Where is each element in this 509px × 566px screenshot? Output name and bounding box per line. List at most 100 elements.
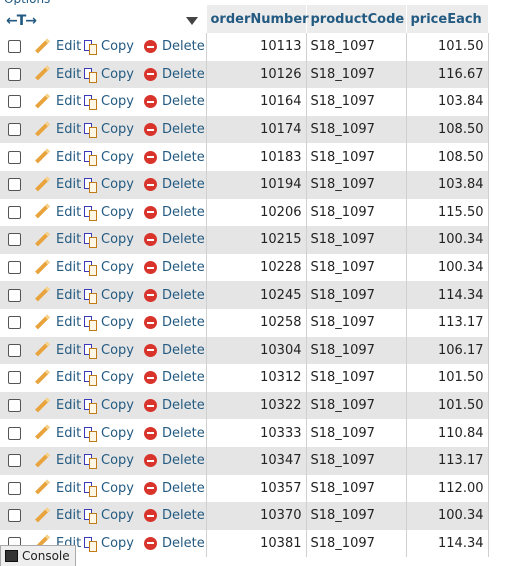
copy-action[interactable]: Copy [80, 60, 140, 89]
delete-action[interactable]: Delete [140, 88, 206, 116]
copy-action[interactable]: Copy [80, 502, 140, 530]
row-checkbox[interactable] [8, 426, 21, 440]
delete-action[interactable]: Delete [140, 364, 206, 392]
row-checkbox[interactable] [8, 288, 21, 302]
copy-action[interactable]: Copy [80, 529, 140, 558]
edit-action[interactable]: Edit [30, 419, 81, 447]
row-checkbox[interactable] [8, 95, 21, 109]
edit-action[interactable]: Edit [30, 33, 81, 61]
pencil-icon [35, 121, 50, 137]
copy-action[interactable]: Copy [80, 419, 140, 447]
delete-action[interactable]: Delete [140, 226, 206, 254]
delete-action[interactable]: Delete [140, 170, 206, 199]
edit-action[interactable]: Edit [30, 308, 81, 337]
column-header-productcode[interactable]: productCode [306, 5, 407, 33]
delete-action[interactable]: Delete [140, 143, 206, 171]
row-checkbox[interactable] [8, 150, 21, 164]
copy-action[interactable]: Copy [80, 226, 140, 254]
sort-dropdown-icon[interactable] [186, 17, 198, 25]
row-checkbox[interactable] [8, 481, 21, 495]
copy-action[interactable]: Copy [80, 474, 140, 503]
column-arrows-icon[interactable]: ←T→ [6, 13, 37, 29]
copy-action[interactable]: Copy [80, 198, 140, 227]
row-checkbox[interactable] [8, 316, 21, 330]
copy-action[interactable]: Copy [80, 88, 140, 116]
options-link[interactable]: Options [4, 0, 50, 6]
copy-action[interactable]: Copy [80, 336, 140, 365]
row-checkbox-cell [0, 253, 30, 282]
edit-action[interactable]: Edit [30, 226, 81, 254]
row-checkbox[interactable] [8, 454, 21, 468]
edit-action[interactable]: Edit [30, 115, 81, 144]
row-checkbox[interactable] [8, 205, 21, 219]
console-button[interactable]: Console [0, 545, 76, 566]
copy-action[interactable]: Copy [80, 33, 140, 61]
row-checkbox[interactable] [8, 40, 21, 54]
pencil-icon [35, 93, 50, 109]
delete-action[interactable]: Delete [140, 336, 206, 365]
row-checkbox[interactable] [8, 233, 21, 247]
row-checkbox[interactable] [8, 399, 21, 413]
delete-action[interactable]: Delete [140, 502, 206, 530]
delete-action[interactable]: Delete [140, 33, 206, 61]
copy-action[interactable]: Copy [80, 115, 140, 144]
edit-action[interactable]: Edit [30, 502, 81, 530]
delete-icon [144, 399, 157, 413]
delete-label: Delete [162, 342, 205, 358]
edit-label: Edit [56, 260, 82, 276]
edit-action[interactable]: Edit [30, 60, 81, 89]
edit-action[interactable]: Edit [30, 281, 81, 309]
row-checkbox[interactable] [8, 178, 21, 192]
delete-label: Delete [162, 453, 205, 469]
copy-action[interactable]: Copy [80, 170, 140, 199]
delete-action[interactable]: Delete [140, 198, 206, 227]
copy-action[interactable]: Copy [80, 143, 140, 171]
cell-priceeach: 101.50 [406, 391, 489, 420]
delete-action[interactable]: Delete [140, 115, 206, 144]
row-checkbox[interactable] [8, 123, 21, 137]
edit-action[interactable]: Edit [30, 88, 81, 116]
edit-action[interactable]: Edit [30, 253, 82, 282]
edit-action[interactable]: Edit [30, 198, 81, 227]
copy-action[interactable]: Copy [80, 364, 140, 392]
cell-ordernumber: 10228 [205, 253, 307, 282]
copy-action[interactable]: Copy [80, 281, 140, 309]
column-header-ordernumber[interactable]: orderNumber [206, 5, 309, 33]
copy-icon [84, 481, 97, 497]
edit-action[interactable]: Edit [30, 143, 81, 171]
copy-action[interactable]: Copy [80, 446, 140, 475]
edit-action[interactable]: Edit [30, 364, 81, 392]
delete-action[interactable]: Delete [140, 446, 206, 475]
cell-priceeach: 114.34 [406, 281, 489, 309]
delete-action[interactable]: Delete [140, 281, 206, 309]
copy-action[interactable]: Copy [80, 391, 140, 420]
edit-action[interactable]: Edit [30, 336, 81, 365]
delete-action[interactable]: Delete [140, 253, 206, 282]
table-row: Edit Copy Delete 10312 S18_1097 101.50 [0, 364, 489, 392]
cell-productcode: S18_1097 [305, 60, 407, 89]
table-row: Edit Copy Delete 10333 S18_1097 110.84 [0, 419, 489, 447]
delete-action[interactable]: Delete [140, 529, 206, 558]
row-checkbox[interactable] [8, 261, 21, 275]
edit-action[interactable]: Edit [30, 474, 81, 503]
row-checkbox[interactable] [8, 509, 21, 523]
cell-priceeach: 115.50 [406, 198, 489, 227]
row-checkbox[interactable] [8, 371, 21, 385]
delete-label: Delete [162, 66, 205, 82]
delete-action[interactable]: Delete [140, 419, 206, 447]
column-header-priceeach[interactable]: priceEach [406, 5, 489, 33]
edit-action[interactable]: Edit [30, 170, 81, 199]
row-checkbox[interactable] [8, 67, 21, 81]
delete-action[interactable]: Delete [140, 60, 206, 89]
delete-action[interactable]: Delete [140, 308, 206, 337]
delete-action[interactable]: Delete [140, 391, 206, 420]
copy-action[interactable]: Copy [80, 308, 140, 337]
edit-action[interactable]: Edit [30, 391, 81, 420]
row-checkbox[interactable] [8, 343, 21, 357]
row-checkbox-cell [0, 143, 30, 171]
row-checkbox-cell [0, 502, 30, 530]
delete-action[interactable]: Delete [140, 474, 206, 503]
edit-action[interactable]: Edit [30, 446, 81, 475]
copy-action[interactable]: Copy [80, 253, 140, 282]
pencil-icon [35, 369, 50, 385]
